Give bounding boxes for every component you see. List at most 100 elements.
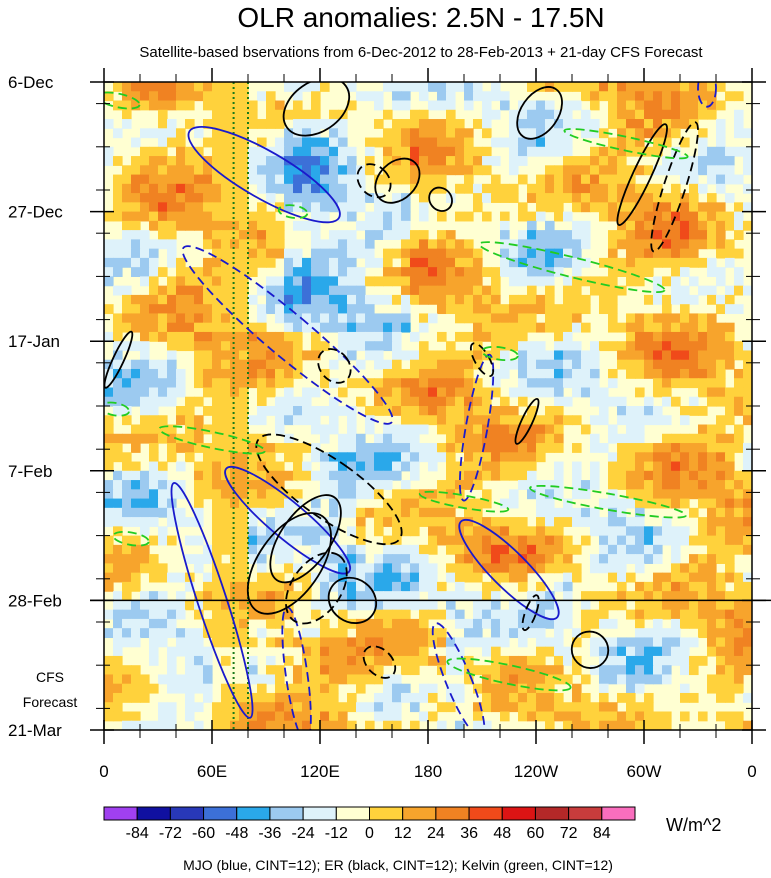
- heatmap-cell: [572, 230, 582, 240]
- heatmap-cell: [725, 711, 735, 722]
- heatmap-cell: [455, 294, 465, 305]
- heatmap-cell: [527, 294, 537, 305]
- heatmap-cell: [743, 202, 752, 213]
- heatmap-cell: [617, 517, 627, 527]
- heatmap-cell: [293, 517, 303, 527]
- heatmap-cell: [122, 720, 132, 730]
- heatmap-cell: [743, 156, 752, 166]
- heatmap-cell: [509, 535, 519, 546]
- er-contour: [514, 397, 540, 445]
- heatmap-cell: [662, 720, 672, 730]
- heatmap-cell: [239, 443, 249, 453]
- heatmap-cell: [392, 554, 402, 564]
- heatmap-cell: [293, 452, 303, 463]
- heatmap-cell: [599, 387, 609, 398]
- heatmap-cell: [113, 193, 123, 203]
- heatmap-cell: [734, 655, 744, 666]
- heatmap-cell: [734, 572, 744, 583]
- heatmap-cell: [257, 91, 267, 102]
- heatmap-cell: [401, 692, 411, 703]
- heatmap-cell: [176, 276, 186, 287]
- heatmap-cell: [725, 146, 735, 157]
- heatmap-cell: [527, 692, 537, 703]
- heatmap-cell: [230, 470, 240, 481]
- heatmap-cell: [671, 183, 681, 194]
- heatmap-cell: [527, 128, 537, 139]
- heatmap-cell: [599, 165, 609, 176]
- heatmap-cell: [716, 359, 726, 370]
- heatmap-cell: [338, 470, 348, 481]
- heatmap-cell: [518, 563, 528, 574]
- heatmap-cell: [608, 202, 618, 213]
- heatmap-cell: [572, 507, 582, 518]
- heatmap-cell: [743, 220, 752, 231]
- heatmap-cell: [473, 572, 483, 583]
- heatmap-cell: [275, 183, 285, 194]
- heatmap-cell: [446, 109, 456, 120]
- heatmap-cell: [482, 544, 492, 555]
- heatmap-cell: [239, 378, 249, 389]
- heatmap-cell: [131, 193, 141, 203]
- heatmap-cell: [392, 646, 402, 657]
- heatmap-cell: [527, 220, 537, 231]
- heatmap-cell: [464, 359, 474, 370]
- heatmap-cell: [167, 128, 177, 139]
- heatmap-cell: [284, 489, 294, 500]
- heatmap-cell: [572, 378, 582, 389]
- footer-note: MJO (blue, CINT=12); ER (black, CINT=12)…: [183, 857, 613, 873]
- heatmap-cell: [230, 637, 240, 648]
- heatmap-cell: [482, 433, 492, 444]
- heatmap-cell: [140, 350, 150, 361]
- heatmap-cell: [419, 341, 429, 352]
- heatmap-cell: [293, 702, 303, 713]
- heatmap-cell: [509, 572, 519, 583]
- er-contour: [374, 157, 421, 204]
- heatmap-cell: [446, 248, 456, 259]
- heatmap-cell: [419, 146, 429, 157]
- heatmap-cell: [491, 646, 501, 657]
- heatmap-cell: [167, 720, 177, 730]
- heatmap-cell: [716, 609, 726, 620]
- heatmap-cell: [284, 276, 294, 287]
- heatmap-cell: [491, 563, 501, 574]
- heatmap-cell: [662, 452, 672, 463]
- heatmap-cell: [275, 498, 285, 509]
- heatmap-cell: [500, 628, 510, 639]
- heatmap-cell: [302, 276, 312, 287]
- heatmap-cell: [428, 146, 438, 157]
- heatmap-cell: [734, 433, 744, 444]
- heatmap-cell: [545, 646, 555, 657]
- heatmap-cell: [293, 665, 303, 676]
- heatmap-cell: [239, 600, 249, 611]
- heatmap-cell: [383, 359, 393, 370]
- heatmap-cell: [581, 702, 591, 713]
- heatmap-cell: [536, 424, 546, 435]
- heatmap-cell: [653, 294, 663, 305]
- heatmap-cell: [104, 239, 114, 250]
- heatmap-cell: [293, 591, 303, 601]
- heatmap-cell: [275, 443, 285, 453]
- heatmap-cell: [608, 544, 618, 555]
- heatmap-cell: [653, 655, 663, 666]
- heatmap-cell: [446, 119, 456, 129]
- heatmap-cell: [320, 211, 330, 222]
- heatmap-cell: [131, 424, 141, 435]
- heatmap-cell: [662, 220, 672, 231]
- heatmap-cell: [239, 359, 249, 370]
- heatmap-cell: [140, 91, 150, 102]
- heatmap-cell: [365, 424, 375, 435]
- heatmap-cell: [635, 655, 645, 666]
- heatmap-cell: [545, 359, 555, 370]
- heatmap-cell: [653, 572, 663, 583]
- heatmap-cell: [419, 109, 429, 120]
- heatmap-cell: [599, 544, 609, 555]
- heatmap-cell: [113, 285, 123, 296]
- heatmap-cell: [635, 257, 645, 268]
- heatmap-cell: [212, 424, 222, 435]
- heatmap-cell: [707, 544, 717, 555]
- heatmap-cell: [167, 711, 177, 722]
- heatmap-cell: [419, 646, 429, 657]
- heatmap-cell: [608, 720, 618, 730]
- heatmap-cell: [608, 424, 618, 435]
- heatmap-cell: [689, 183, 699, 194]
